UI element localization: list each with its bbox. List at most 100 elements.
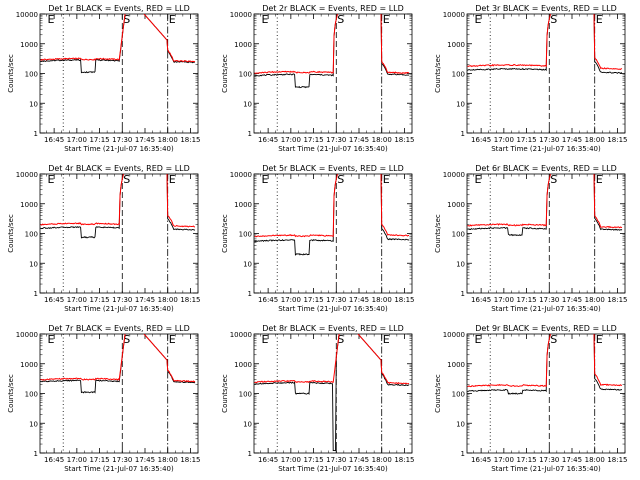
x-tick-label: 17:45 <box>349 456 369 464</box>
y-tick-label: 100 <box>25 231 38 239</box>
time-marker-label: S <box>337 333 344 346</box>
y-tick-label: 1000 <box>20 201 38 209</box>
lld-series-line <box>467 334 623 388</box>
x-axis-label: Start Time (21-Jul-07 16:35:40) <box>64 145 174 153</box>
y-tick-label: 1000 <box>234 41 252 49</box>
events-series-line <box>467 174 623 237</box>
series-group <box>467 14 623 74</box>
x-tick-label: 18:15 <box>394 136 414 144</box>
panel-title: Det 6r BLACK = Events, RED = LLD <box>475 164 617 173</box>
panel-title: Det 5r BLACK = Events, RED = LLD <box>262 164 404 173</box>
series-group <box>254 14 410 89</box>
y-tick-label: 1 <box>461 290 465 298</box>
y-tick-label: 100 <box>452 71 465 79</box>
y-tick-label: 10000 <box>230 331 252 339</box>
series-group <box>254 174 410 256</box>
x-tick-label: 17:15 <box>516 136 536 144</box>
x-tick-label: 18:15 <box>607 456 627 464</box>
x-tick-label: 17:30 <box>539 456 559 464</box>
time-marker-label: E <box>48 173 55 186</box>
time-marker-label: E <box>475 173 482 186</box>
series-group <box>40 174 196 239</box>
time-marker-label: E <box>383 13 390 26</box>
plot-frame <box>466 173 626 294</box>
series-group <box>254 334 410 452</box>
x-tick-label: 18:15 <box>607 296 627 304</box>
time-marker-label: S <box>550 173 557 186</box>
lld-series-line <box>254 14 410 75</box>
series-group <box>467 174 623 237</box>
x-axis-label: Start Time (21-Jul-07 16:35:40) <box>491 465 601 473</box>
y-tick-label: 10000 <box>443 171 465 179</box>
plot-frame <box>39 13 199 134</box>
y-tick-label: 10 <box>243 260 252 268</box>
panel-title: Det 8r BLACK = Events, RED = LLD <box>262 324 404 333</box>
x-tick-label: 16:45 <box>44 136 64 144</box>
y-tick-label: 1 <box>34 450 38 458</box>
x-tick-label: 18:00 <box>372 136 392 144</box>
x-tick-label: 17:30 <box>112 136 132 144</box>
time-marker-label: E <box>383 333 390 346</box>
events-series-line <box>40 174 196 239</box>
y-axis-label: Counts/sec <box>434 54 442 93</box>
panel-7: Det 7r BLACK = Events, RED = LLD 1 10 100 10… <box>7 324 201 473</box>
x-axis-label: Start Time (21-Jul-07 16:35:40) <box>491 145 601 153</box>
y-axis-label: Counts/sec <box>221 374 229 413</box>
series-group <box>467 334 623 395</box>
y-tick-label: 10000 <box>230 11 252 19</box>
x-tick-label: 17:00 <box>281 296 301 304</box>
x-tick-label: 17:30 <box>112 456 132 464</box>
lld-series-line <box>467 14 623 70</box>
x-tick-label: 17:30 <box>539 296 559 304</box>
y-tick-label: 10 <box>456 420 465 428</box>
y-tick-label: 100 <box>25 71 38 79</box>
y-tick-label: 10000 <box>16 11 38 19</box>
x-tick-label: 17:30 <box>326 136 346 144</box>
y-tick-label: 10000 <box>443 331 465 339</box>
series-group <box>40 334 196 394</box>
time-marker-label: S <box>550 333 557 346</box>
y-axis-label: Counts/sec <box>7 374 15 413</box>
x-tick-label: 17:00 <box>67 136 87 144</box>
panel-6: Det 6r BLACK = Events, RED = LLD 1 10 100 10… <box>434 164 628 313</box>
x-tick-label: 16:45 <box>471 296 491 304</box>
events-series-line <box>467 14 623 74</box>
x-tick-label: 17:15 <box>516 456 536 464</box>
x-tick-label: 16:45 <box>258 136 278 144</box>
y-tick-label: 100 <box>452 391 465 399</box>
x-tick-label: 16:45 <box>44 296 64 304</box>
x-tick-label: 17:15 <box>89 136 109 144</box>
x-tick-label: 18:15 <box>180 136 200 144</box>
y-tick-label: 10 <box>29 420 38 428</box>
time-marker-label: E <box>383 173 390 186</box>
time-marker-label: E <box>596 13 603 26</box>
y-tick-label: 1 <box>248 130 252 138</box>
lld-series-line <box>254 334 410 385</box>
x-tick-label: 17:45 <box>349 136 369 144</box>
x-tick-label: 17:45 <box>349 296 369 304</box>
y-tick-label: 1000 <box>234 361 252 369</box>
panel-1: Det 1r BLACK = Events, RED = LLD 1 10 100 10… <box>7 4 201 153</box>
panel-4: Det 4r BLACK = Events, RED = LLD 1 10 100 10… <box>7 164 201 313</box>
time-marker-label: S <box>123 173 130 186</box>
panel-title: Det 1r BLACK = Events, RED = LLD <box>48 4 190 13</box>
panel-2: Det 2r BLACK = Events, RED = LLD 1 10 100 10… <box>221 4 415 153</box>
plot-frame <box>39 333 199 454</box>
plot-frame <box>466 333 626 454</box>
x-tick-label: 18:15 <box>394 296 414 304</box>
y-tick-label: 1000 <box>447 361 465 369</box>
x-tick-label: 17:00 <box>494 456 514 464</box>
x-tick-label: 17:45 <box>135 456 155 464</box>
x-tick-label: 17:15 <box>303 136 323 144</box>
time-marker-label: E <box>48 13 55 26</box>
y-axis-label: Counts/sec <box>434 214 442 253</box>
plot-frame <box>466 13 626 134</box>
y-tick-label: 10000 <box>230 171 252 179</box>
x-tick-label: 17:15 <box>303 456 323 464</box>
y-tick-label: 1000 <box>20 361 38 369</box>
y-tick-label: 1000 <box>447 201 465 209</box>
y-axis-label: Counts/sec <box>7 54 15 93</box>
y-tick-label: 1 <box>248 290 252 298</box>
y-tick-label: 100 <box>239 231 252 239</box>
x-tick-label: 17:45 <box>562 456 582 464</box>
